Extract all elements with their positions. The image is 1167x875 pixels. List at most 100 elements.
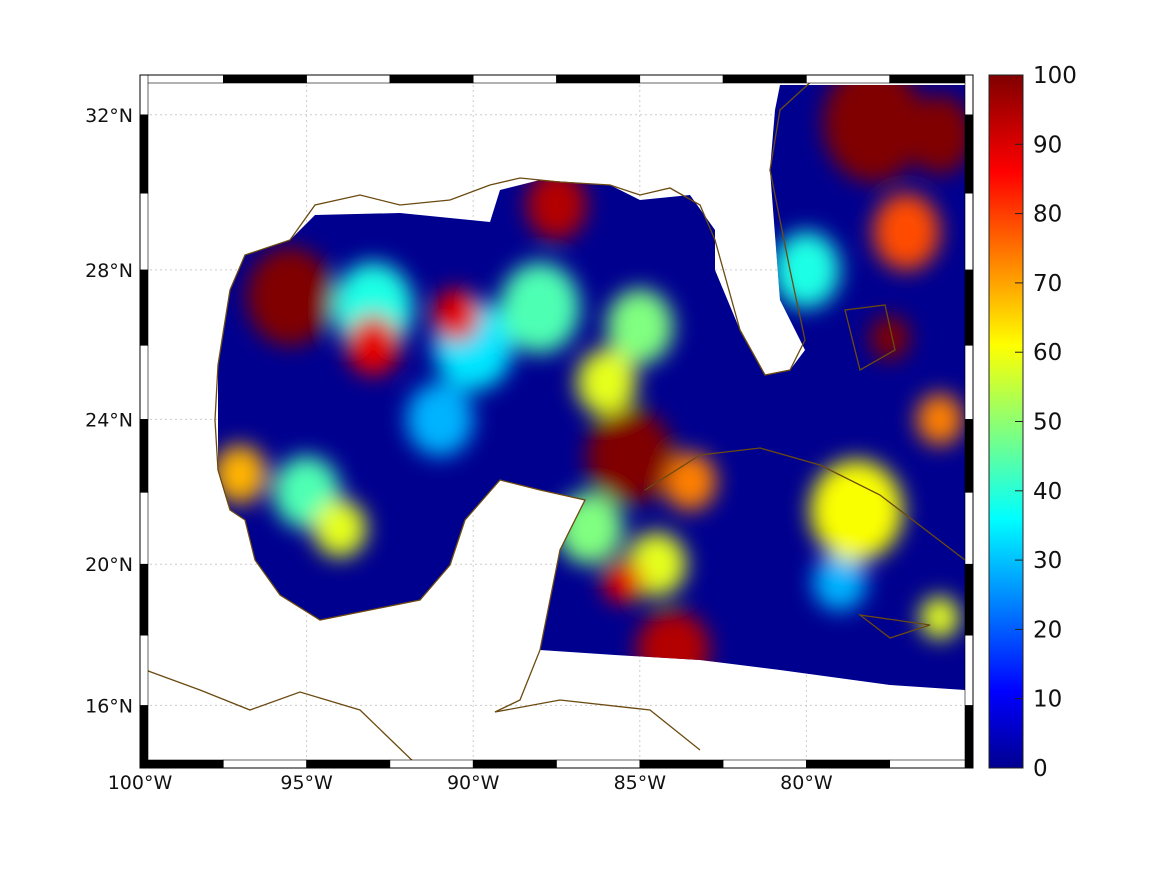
frame-segment-bottom (556, 759, 641, 769)
frame-segment-right (964, 74, 974, 116)
hotspot (433, 288, 480, 342)
hotspot (218, 444, 267, 504)
colorbar-tick-label: 50 (1033, 410, 1062, 436)
frame-segment-bottom (889, 759, 974, 769)
hotspot (916, 393, 964, 446)
hotspot (663, 452, 717, 511)
hotspot (406, 382, 474, 457)
frame-segment-left (139, 563, 149, 636)
y-tick-label: 20°N (85, 554, 133, 576)
frame-segment-right (964, 344, 974, 420)
hotspot (246, 247, 334, 346)
hotspot (823, 85, 924, 183)
frame-segment-bottom (389, 759, 474, 769)
hotspot (526, 169, 587, 240)
frame-segment-left (139, 269, 149, 346)
hotspot (869, 315, 910, 361)
frame-segment-bottom (223, 759, 307, 769)
frame-segment-top (389, 74, 474, 84)
hotspot (313, 499, 367, 558)
hotspot (773, 231, 840, 309)
frame-segment-right (964, 192, 974, 271)
hotspot (576, 348, 637, 416)
frame-segment-top (889, 74, 974, 84)
frame-segment-bottom (639, 759, 724, 769)
hotspot (636, 610, 710, 689)
coastline-honduras (494, 699, 701, 751)
x-tick-label: 85°W (614, 772, 667, 794)
y-tick-label: 16°N (85, 695, 133, 717)
axis-tick-labels: 100°W 95°W 90°W 85°W 80°W 32°N 28°N 24°N 20°N 16°… (85, 105, 833, 794)
frame-segment-top (806, 74, 891, 84)
coastline-jamaica-hispaniola (857, 614, 931, 639)
coastline-mexico (214, 364, 586, 713)
frame-segment-bottom (806, 759, 891, 769)
frame-segment-right (964, 634, 974, 706)
x-tick-label: 90°W (447, 772, 500, 794)
hotspot (499, 262, 580, 354)
frame-segment-top (556, 74, 641, 84)
coastlines (139, 77, 966, 769)
frame-segment-left (139, 634, 149, 706)
map-frame (139, 74, 974, 769)
y-tick-label: 32°N (85, 105, 133, 127)
x-tick-label: 100°W (108, 772, 173, 794)
coastline-us (217, 77, 816, 376)
colorbar-tick-label: 80 (1033, 202, 1062, 228)
hotspot (606, 288, 674, 365)
hotspot (586, 408, 674, 504)
hotspot (873, 193, 940, 271)
data-field (218, 85, 965, 690)
colorbar-tick-label: 10 (1033, 687, 1062, 713)
colorbar-tick-label: 20 (1033, 617, 1062, 643)
frame-segment-bottom (306, 759, 391, 769)
colorbar-tick-label: 30 (1033, 548, 1062, 574)
colorbar-tick-label: 40 (1033, 479, 1062, 505)
background-field (218, 85, 965, 690)
hotspot (809, 459, 904, 562)
frame-segment-top (722, 74, 807, 84)
frame-segment-left (139, 344, 149, 420)
frame-segment-right (964, 419, 974, 493)
frame-segment-bottom (472, 759, 557, 769)
frame-segment-bottom (722, 759, 807, 769)
coastline-cuba (644, 447, 966, 561)
colorbar-tick-label: 0 (1033, 756, 1048, 782)
hotspot (603, 560, 644, 604)
x-tick-label: 95°W (280, 772, 333, 794)
hotspot (346, 315, 400, 376)
hotspot (906, 94, 965, 175)
hotspot (813, 553, 867, 611)
hotspot (556, 492, 624, 565)
coastline-central-america (139, 667, 421, 769)
frame-segment-top (472, 74, 557, 84)
colorbar-tick-label: 60 (1033, 340, 1062, 366)
y-tick-label: 28°N (85, 260, 133, 282)
hotspot (919, 596, 960, 639)
frame-segment-top (306, 74, 391, 84)
frame-segment-bottom (139, 759, 224, 769)
frame-segment-right (964, 563, 974, 636)
x-tick-label: 80°W (780, 772, 833, 794)
y-tick-label: 24°N (85, 409, 133, 431)
frame-segment-top (223, 74, 307, 84)
frame-segment-left (139, 419, 149, 493)
frame-segment-left (139, 705, 149, 769)
frame-segment-right (964, 705, 974, 769)
frame-segment-right (964, 114, 974, 194)
frame-segment-left (139, 491, 149, 565)
frame-segment-top (639, 74, 724, 84)
frame-segment-left (139, 192, 149, 271)
colorbar-tick-label: 90 (1033, 132, 1062, 158)
frame-border (139, 74, 974, 769)
frame-segment-right (964, 269, 974, 346)
colorbar-tick-label: 70 (1033, 271, 1062, 297)
coastline-bahamas (844, 304, 896, 371)
colorbar-tick-label: 100 (1033, 63, 1077, 89)
frame-segment-right (964, 491, 974, 565)
frame-segment-top (139, 74, 224, 84)
frame-segment-left (139, 114, 149, 194)
colorbar: 0 10 20 30 40 50 60 70 80 90 100 (988, 63, 1077, 782)
